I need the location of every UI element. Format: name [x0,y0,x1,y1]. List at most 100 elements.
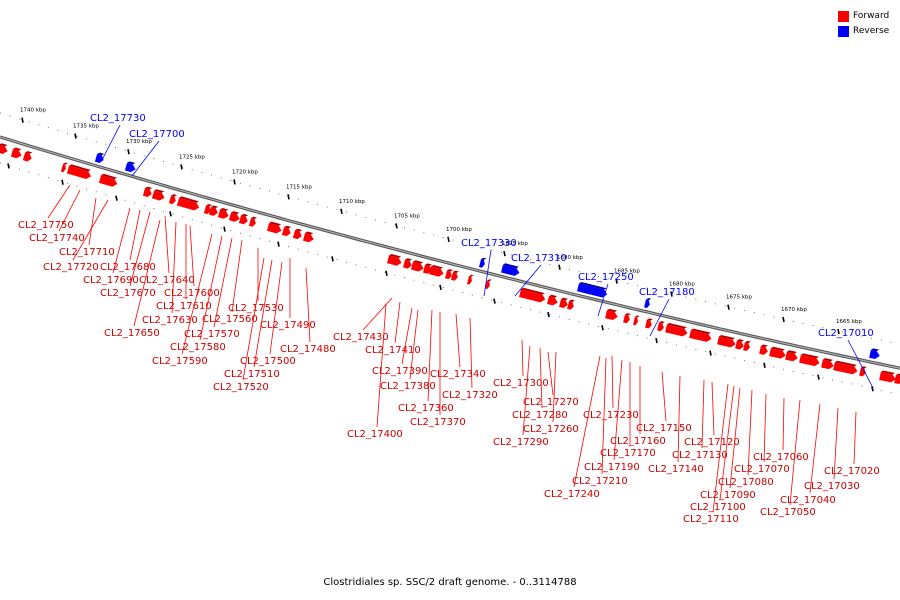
forward-gene [428,264,444,277]
forward-gene-top [211,205,219,209]
forward-gene [821,358,834,370]
forward-gene-label: CL2_17080 [718,477,774,488]
forward-gene-label: CL2_17610 [156,301,212,312]
scale-tick [727,304,730,310]
forward-gene-top [770,346,785,351]
forward-gene-body [176,197,200,211]
reverse-gene [644,298,652,309]
forward-gene [451,270,459,281]
forward-gene [266,221,282,234]
forward-gene-label: CL2_17630 [142,315,198,326]
reverse-leader-line [131,140,160,177]
forward-gene-label: CL2_17590 [152,356,208,367]
forward-gene [735,339,744,350]
forward-gene [485,279,492,290]
legend-forward-label: Forward [853,11,890,21]
forward-gene [168,194,178,205]
scale-tick-label: 1735 kbp [73,124,99,130]
reverse-gene-top [502,263,519,269]
reverse-gene-top [870,348,880,352]
lower-tick [169,211,172,217]
forward-gene-body [605,310,618,320]
forward-gene [151,189,165,201]
forward-gene-body [10,148,22,159]
reverse-gene-body [94,153,104,163]
scale-tick [340,208,343,214]
forward-gene-top [468,274,474,277]
forward-gene [605,308,618,320]
forward-gene [217,207,229,219]
forward-gene-body [60,163,66,173]
forward-gene-top [736,339,744,342]
forward-gene [0,143,8,154]
reverse-gene-body [869,349,880,360]
forward-gene-label: CL2_17100 [690,502,746,513]
forward-gene [248,216,258,227]
forward-gene [60,162,68,173]
forward-leader-line [547,351,554,396]
scale-tick-label: 1730 kbp [126,139,152,145]
forward-gene-body [547,296,558,306]
forward-leader-line [611,355,614,409]
forward-gene-top [269,221,282,226]
reverse-gene-body [479,259,485,268]
forward-gene-body [894,375,900,385]
forward-gene [645,318,653,329]
forward-gene-top [284,225,292,229]
legend-forward: Forward [838,9,889,24]
forward-gene-top [389,253,402,258]
forward-gene-label: CL2_17160 [610,436,666,447]
forward-gene-top [834,360,857,367]
forward-gene-body [428,266,444,277]
forward-gene-label: CL2_17720 [43,262,99,273]
forward-leader-line [539,347,543,409]
reverse-gene-body [644,299,650,309]
forward-leader-line [58,189,81,232]
forward-leader-line [376,303,387,428]
scale-tick-label: 1665 kbp [836,319,862,325]
forward-gene-label: CL2_17710 [59,247,115,258]
lower-tick [547,311,550,318]
forward-gene-body [645,319,652,329]
forward-gene-top [305,231,314,235]
forward-leader-line [522,345,531,436]
reverse-gene [124,161,136,173]
forward-leader-line [747,389,753,476]
forward-gene-top [718,335,735,340]
forward-gene [547,294,558,306]
reverse-gene [869,348,880,360]
lower-tick [493,298,496,304]
reverse-leader-line [649,298,670,337]
forward-gene [769,346,786,359]
reverse-leader-line [514,264,542,297]
forward-gene-label: CL2_17680 [100,262,156,273]
forward-gene [203,204,213,215]
forward-gene-top [624,313,631,316]
forward-gene-label: CL2_17270 [523,397,579,408]
reverse-gene-top [480,257,487,260]
forward-gene-label: CL2_17480 [280,344,336,355]
forward-gene-label: CL2_17370 [410,417,466,428]
lower-tick [223,226,226,232]
forward-gene [567,299,575,310]
forward-gene-label: CL2_17560 [202,314,258,325]
forward-leader-line [88,197,97,246]
reverse-gene-label: CL2_17700 [129,129,185,140]
scale-tick-label: 1705 kbp [394,213,420,219]
reverse-gene-body [577,283,608,298]
scale-tick-label: 1715 kbp [286,184,312,190]
forward-gene-body [879,372,896,383]
forward-gene [717,335,736,348]
forward-gene-top [822,358,834,362]
forward-leader-line [129,211,151,287]
scale-tick [782,316,785,323]
forward-gene-top [634,315,640,318]
lower-tick [277,241,280,247]
forward-gene [292,228,303,240]
forward-leader-line [133,219,161,327]
forward-gene [657,321,665,332]
reverse-leader-line [597,283,609,317]
forward-leader-line [833,407,839,480]
forward-gene-label: CL2_17240 [544,489,600,500]
reverse-gene-top [578,282,607,290]
